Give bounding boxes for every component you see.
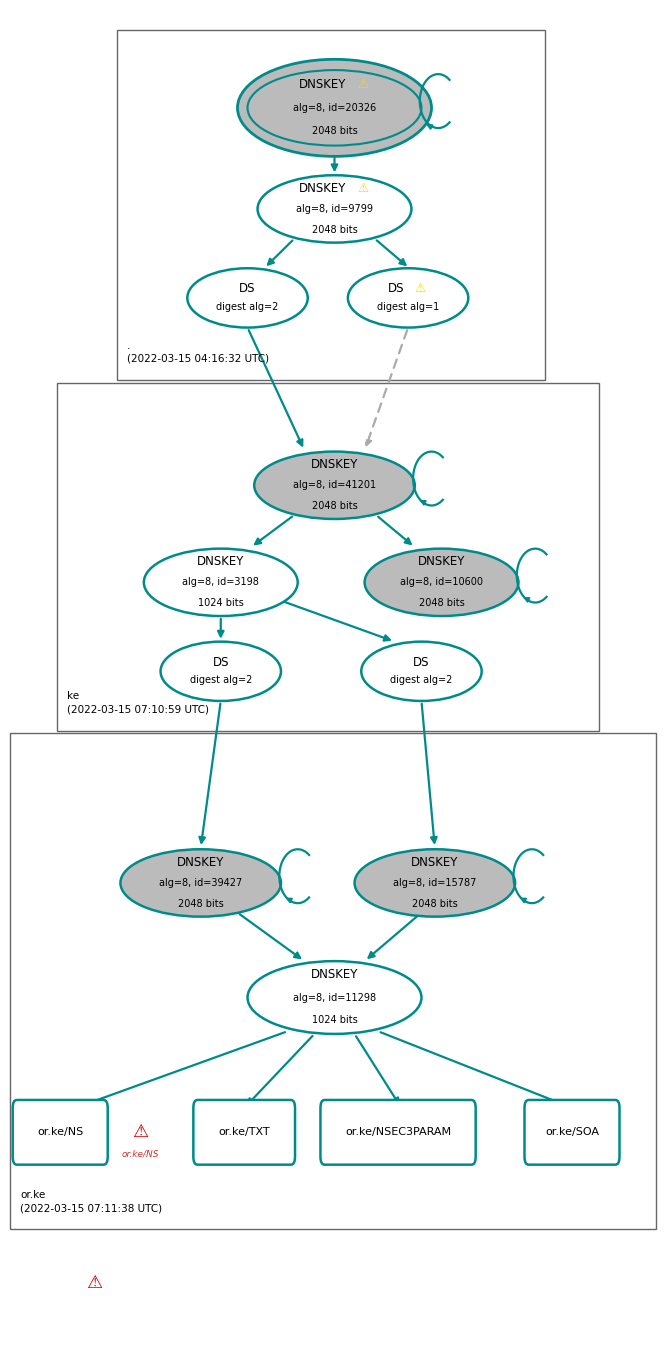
Text: or.ke/NS: or.ke/NS	[37, 1127, 84, 1138]
Text: DNSKEY: DNSKEY	[299, 182, 346, 194]
Text: ⚠: ⚠	[357, 182, 368, 194]
Text: DNSKEY: DNSKEY	[418, 555, 465, 568]
Text: digest alg=2: digest alg=2	[216, 302, 279, 313]
Text: DS: DS	[413, 655, 429, 669]
Text: or.ke/NSEC3PARAM: or.ke/NSEC3PARAM	[345, 1127, 451, 1138]
Text: 2048 bits: 2048 bits	[312, 127, 357, 136]
Ellipse shape	[258, 175, 411, 243]
Text: alg=8, id=11298: alg=8, id=11298	[293, 992, 376, 1003]
FancyBboxPatch shape	[13, 1100, 108, 1165]
Text: ke
(2022-03-15 07:10:59 UTC): ke (2022-03-15 07:10:59 UTC)	[67, 692, 209, 714]
Text: or.ke/NS: or.ke/NS	[122, 1150, 159, 1158]
Text: 2048 bits: 2048 bits	[312, 501, 357, 511]
Text: 2048 bits: 2048 bits	[412, 899, 458, 909]
Text: DNSKEY: DNSKEY	[299, 78, 346, 90]
Ellipse shape	[161, 642, 281, 701]
Ellipse shape	[254, 452, 415, 519]
Ellipse shape	[348, 268, 468, 328]
Text: digest alg=1: digest alg=1	[377, 302, 440, 313]
Text: DNSKEY: DNSKEY	[311, 968, 358, 981]
Text: or.ke
(2022-03-15 07:11:38 UTC): or.ke (2022-03-15 07:11:38 UTC)	[20, 1190, 162, 1213]
Text: 1024 bits: 1024 bits	[198, 599, 244, 608]
Text: alg=8, id=39427: alg=8, id=39427	[159, 878, 242, 888]
Text: 2048 bits: 2048 bits	[178, 899, 223, 909]
Text: DNSKEY: DNSKEY	[311, 458, 358, 470]
Ellipse shape	[237, 59, 432, 156]
Text: DS: DS	[240, 282, 256, 295]
Ellipse shape	[355, 849, 515, 917]
Text: .
(2022-03-15 04:16:32 UTC): . (2022-03-15 04:16:32 UTC)	[127, 341, 269, 364]
Text: alg=8, id=20326: alg=8, id=20326	[293, 102, 376, 113]
Text: ⚠: ⚠	[415, 282, 425, 295]
Text: 2048 bits: 2048 bits	[419, 599, 464, 608]
FancyBboxPatch shape	[193, 1100, 295, 1165]
Text: 1024 bits: 1024 bits	[312, 1015, 357, 1024]
Text: ⚠: ⚠	[357, 78, 368, 90]
Text: DNSKEY: DNSKEY	[411, 856, 458, 868]
Ellipse shape	[365, 549, 518, 616]
FancyBboxPatch shape	[524, 1100, 619, 1165]
Text: 2048 bits: 2048 bits	[312, 225, 357, 235]
Ellipse shape	[248, 70, 421, 146]
Ellipse shape	[144, 549, 298, 616]
Text: alg=8, id=10600: alg=8, id=10600	[400, 577, 483, 588]
Text: alg=8, id=3198: alg=8, id=3198	[183, 577, 259, 588]
Ellipse shape	[248, 961, 421, 1034]
Text: digest alg=2: digest alg=2	[189, 675, 252, 686]
Text: alg=8, id=41201: alg=8, id=41201	[293, 480, 376, 491]
Ellipse shape	[120, 849, 281, 917]
Text: or.ke/SOA: or.ke/SOA	[545, 1127, 599, 1138]
Ellipse shape	[361, 642, 482, 701]
Text: ⚠: ⚠	[86, 1274, 102, 1293]
Ellipse shape	[187, 268, 308, 328]
Text: digest alg=2: digest alg=2	[390, 675, 453, 686]
FancyBboxPatch shape	[320, 1100, 476, 1165]
Text: DNSKEY: DNSKEY	[197, 555, 244, 568]
Text: DS: DS	[213, 655, 229, 669]
Text: alg=8, id=9799: alg=8, id=9799	[296, 204, 373, 214]
Text: DS: DS	[388, 282, 404, 295]
Text: alg=8, id=15787: alg=8, id=15787	[393, 878, 476, 888]
Text: or.ke/TXT: or.ke/TXT	[218, 1127, 270, 1138]
Text: ⚠: ⚠	[132, 1123, 149, 1142]
Text: DNSKEY: DNSKEY	[177, 856, 224, 868]
